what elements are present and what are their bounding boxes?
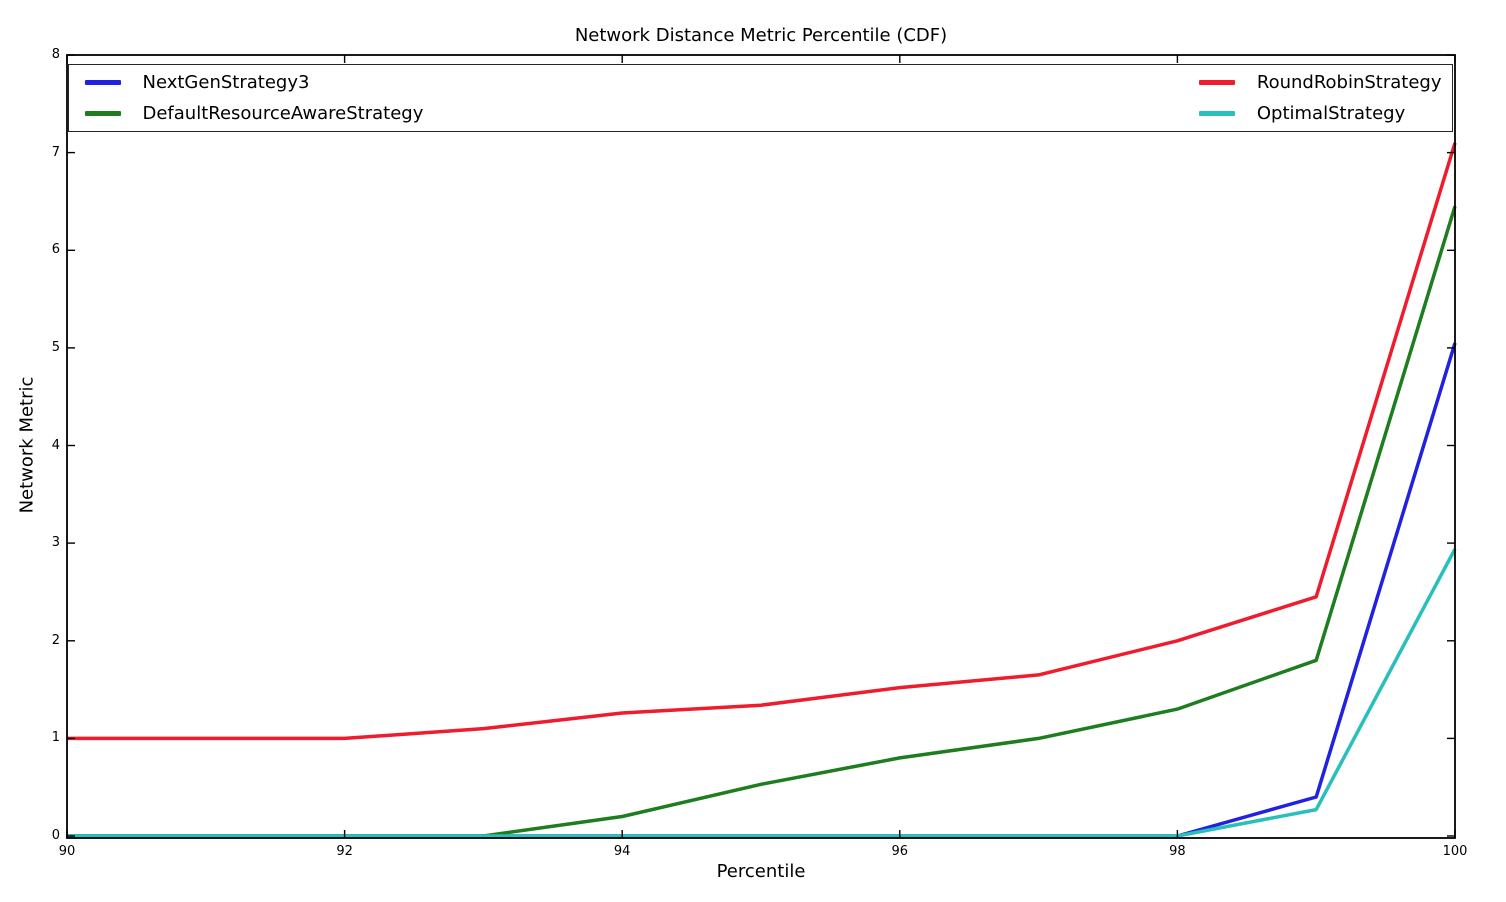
legend-swatch-RoundRobinStrategy	[1198, 80, 1235, 85]
legend-label: RoundRobinStrategy	[1256, 71, 1442, 93]
y-tick-label: 5	[51, 339, 60, 355]
x-tick-label: 92	[336, 844, 353, 859]
plot-border	[66, 54, 1456, 839]
legend-label: DefaultResourceAwareStrategy	[142, 102, 424, 124]
series-line-RoundRobinStrategy	[67, 142, 1457, 741]
legend-swatch-NextGenStrategy3	[84, 80, 121, 85]
x-tick-label: 94	[613, 844, 631, 859]
legend-column-right: RoundRobinStrategy OptimalStrategy	[1198, 68, 1442, 128]
y-tick-label: 8	[51, 47, 60, 62]
y-tick-label: 2	[51, 632, 60, 648]
legend-label: NextGenStrategy3	[142, 71, 310, 93]
legend-swatch-DefaultResourceAwareStrategy	[84, 111, 121, 116]
x-tick-label: 96	[891, 844, 909, 859]
x-axis-label: Percentile	[716, 861, 806, 882]
y-tick-label: 7	[51, 144, 60, 160]
legend-box: NextGenStrategy3 DefaultResourceAwareStra…	[67, 64, 1453, 132]
series-line-DefaultResourceAwareStrategy	[67, 205, 1457, 838]
legend-label: OptimalStrategy	[1256, 102, 1406, 124]
series-line-NextGenStrategy3	[67, 342, 1457, 838]
legend-swatch-OptimalStrategy	[1198, 111, 1235, 116]
legend-entry-RoundRobinStrategy: RoundRobinStrategy	[1198, 68, 1442, 97]
x-tick-label: 90	[58, 844, 76, 859]
y-tick-label: 0	[51, 828, 60, 843]
y-tick-label: 4	[51, 437, 60, 453]
y-tick-label: 1	[51, 730, 60, 746]
legend-entry-DefaultResourceAwareStrategy: DefaultResourceAwareStrategy	[84, 99, 424, 128]
y-tick-label: 6	[51, 242, 60, 258]
x-tick-label: 98	[1169, 844, 1186, 859]
series-line-OptimalStrategy	[67, 548, 1457, 838]
legend-entry-NextGenStrategy3: NextGenStrategy3	[84, 68, 424, 97]
chart-title: Network Distance Metric Percentile (CDF)	[574, 25, 948, 46]
legend-entry-OptimalStrategy: OptimalStrategy	[1198, 99, 1442, 128]
y-tick-label: 3	[51, 535, 60, 551]
x-tick-label: 100	[1442, 844, 1468, 859]
legend-column-left: NextGenStrategy3 DefaultResourceAwareStra…	[84, 68, 424, 128]
